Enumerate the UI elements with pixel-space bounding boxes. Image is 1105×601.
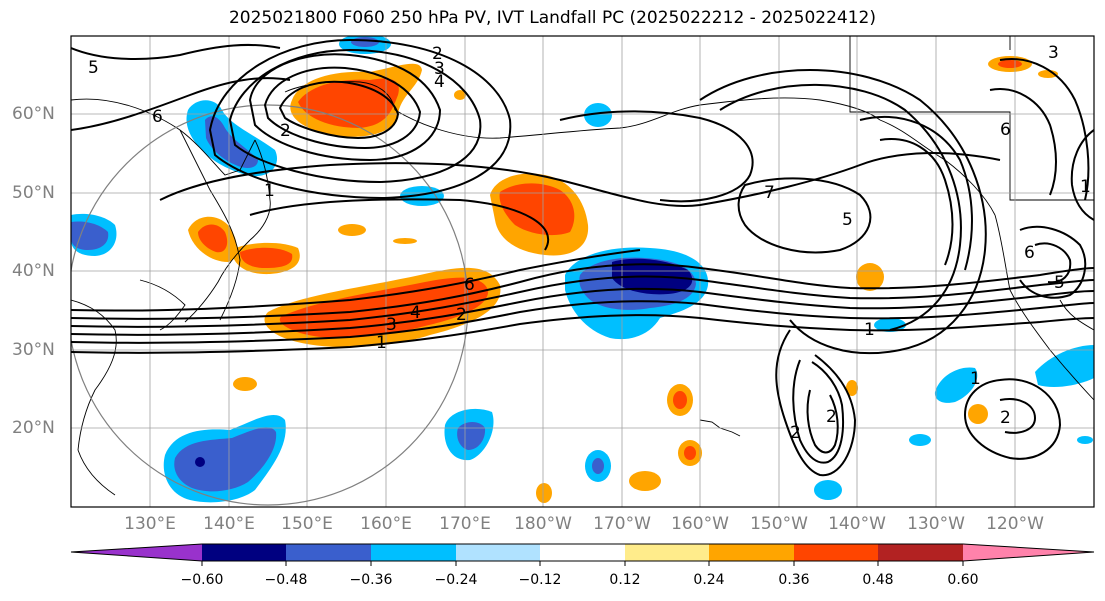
contour-label: 1 — [1080, 177, 1091, 197]
contour-label: 5 — [842, 210, 853, 230]
map-panel: 5 6 2 3 4 2 1 7 5 6 4 3 2 1 1 2 2 2 1 6 … — [71, 36, 1094, 507]
lat-label: 50°N — [12, 183, 55, 203]
contour-label: 2 — [456, 305, 467, 325]
contour-label: 2 — [432, 44, 443, 64]
lon-label: 120°W — [986, 514, 1044, 534]
lon-label: 170°W — [593, 514, 651, 534]
lat-label: 20°N — [12, 418, 55, 438]
coastlines — [71, 36, 1094, 496]
colorbar-tick-label: 0.12 — [609, 572, 641, 588]
colorbar-swatch — [709, 544, 794, 561]
contour-label: 4 — [410, 303, 421, 323]
colorbar-tick-label: −0.36 — [349, 572, 393, 588]
contour-label: 1 — [864, 320, 875, 340]
lon-label: 130°E — [124, 514, 176, 534]
lat-label: 40°N — [12, 261, 55, 281]
lat-label: 30°N — [12, 340, 55, 360]
colorbar-tick-label: −0.48 — [264, 572, 308, 588]
colorbar-swatch — [286, 544, 371, 561]
lon-label: 150°E — [281, 514, 333, 534]
colorbar-swatch — [456, 544, 540, 561]
colorbar-swatch — [794, 544, 878, 561]
contour-label: 5 — [1054, 273, 1065, 293]
contour-label: 2 — [790, 423, 801, 443]
colorbar-tick-label: 0.60 — [947, 572, 979, 588]
map-frame — [70, 35, 1095, 508]
lon-label: 160°W — [671, 514, 729, 534]
colorbar-tick-label: 0.48 — [862, 572, 894, 588]
map-title: 2025021800 F060 250 hPa PV, IVT Landfall… — [228, 8, 876, 28]
contour-label: 6 — [1000, 120, 1011, 140]
contour-label: 4 — [434, 72, 445, 92]
colorbar-swatch — [625, 544, 709, 561]
contour-label: 7 — [764, 183, 775, 203]
gridlines — [71, 36, 1094, 507]
colorbar — [70, 543, 1095, 566]
colorbar-tick-label: 0.24 — [693, 572, 725, 588]
colorbar-extend-low — [71, 544, 202, 561]
colorbar-tick-label: −0.12 — [518, 572, 562, 588]
contour-label: 6 — [1024, 243, 1035, 263]
colorbar-tick-label: 0.36 — [778, 572, 810, 588]
colorbar-swatch — [371, 544, 456, 561]
pv-shading — [71, 36, 1094, 503]
colorbar-tick-label: −0.24 — [434, 572, 478, 588]
contour-label: 2 — [826, 407, 837, 427]
contour-label: 3 — [1048, 43, 1059, 63]
contour-labels: 5 6 2 3 4 2 1 7 5 6 4 3 2 1 1 2 2 2 1 6 … — [88, 43, 1091, 443]
contour-label: 6 — [152, 107, 163, 127]
colorbar-swatch — [540, 544, 625, 561]
lon-label: 140°E — [203, 514, 255, 534]
lon-label: 160°E — [360, 514, 412, 534]
contour-label: 1 — [970, 369, 981, 389]
colorbar-swatch — [202, 544, 286, 561]
contour-label: 1 — [264, 181, 275, 201]
lon-label: 170°E — [439, 514, 491, 534]
contour-label: 6 — [464, 275, 475, 295]
contour-label: 3 — [386, 315, 397, 335]
lon-label: 130°W — [907, 514, 965, 534]
landfall-region-circle — [71, 104, 469, 506]
colorbar-swatch — [878, 544, 963, 561]
lon-label: 180°W — [514, 514, 572, 534]
colorbar-tick-label: −0.60 — [180, 572, 224, 588]
contour-label: 5 — [88, 58, 99, 78]
colorbar-extend-high — [963, 544, 1094, 561]
lon-label: 140°W — [828, 514, 886, 534]
lon-label: 150°W — [750, 514, 808, 534]
lat-label: 60°N — [12, 104, 55, 124]
contour-label: 2 — [280, 121, 291, 141]
contour-label: 2 — [1000, 408, 1011, 428]
contour-label: 3 — [434, 59, 445, 79]
contour-label: 1 — [376, 333, 387, 353]
ivt-contours — [71, 38, 1094, 477]
